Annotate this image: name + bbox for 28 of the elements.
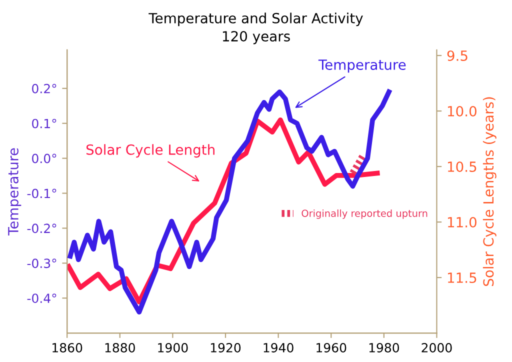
series-label: Solar Cycle Length [86,144,214,158]
x-tick-label: 1960 [316,342,346,352]
y-tick-label: -0.1° [27,188,56,198]
y2-tick-label: 10.0 [448,106,476,116]
series-label: Temperature [318,60,406,73]
y2-tick-label: 11.0 [448,216,476,228]
y-tick-label: -0.3° [27,258,56,268]
chart-subtitle: 120 years [222,31,290,44]
y-tick-label: 0.0° [32,154,56,164]
x-tick-label: 1980 [369,342,399,352]
y2-tick-label: 10.5 [448,161,476,172]
x-tick-label: 1860 [52,342,82,352]
x-tick-label: 2000 [422,342,452,352]
x-tick-label: 1880 [105,342,135,352]
chart-title: Temperature and Solar Activity [148,12,363,26]
x-tick-label: 1920 [210,342,241,352]
y2-tick-label: 11.5 [448,272,476,284]
y-axis-title: Temperature [8,148,22,236]
line-series [68,89,392,314]
y2-axis-title: Solar Cycle Lengths (years) [482,97,496,286]
y-tick-label: 0.2° [32,84,56,94]
x-tick-label: 1940 [264,342,294,352]
y-tick-label: -0.4° [27,294,56,304]
y-tick-label: -0.2° [27,224,56,234]
y-tick-label: 0.1° [32,118,56,128]
x-tick-label: 1900 [158,342,188,352]
y2-tick-label: 9.5 [447,50,468,61]
legend-label: Originally reported upturn [302,209,428,219]
